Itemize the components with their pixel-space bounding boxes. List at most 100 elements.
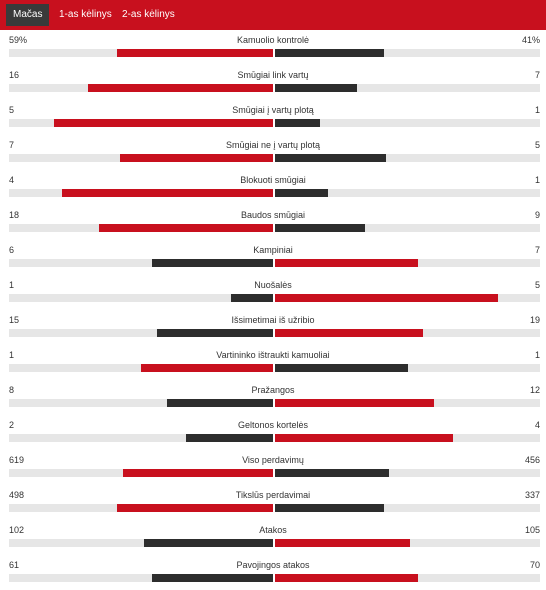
stat-label: Pražangos [251,385,295,395]
tab-second-half[interactable]: 2-as kėlinys [122,9,175,20]
away-bar [275,49,384,57]
home-bar [119,154,273,162]
home-bar-track [9,469,273,477]
away-bar [275,434,453,442]
away-bar [275,224,366,232]
stat-label: Pavojingos atakos [236,560,310,570]
home-bar [185,434,273,442]
stat-row: 6 Kampiniai 7 [0,240,546,275]
home-value: 16 [9,70,20,80]
home-value: 7 [9,140,15,150]
away-value: 7 [534,245,540,255]
home-bar-track [9,154,273,162]
away-value: 105 [524,525,540,535]
away-bar-track [275,574,540,582]
tab-first-half[interactable]: 1-as kėlinys [59,9,112,20]
away-bar [275,574,419,582]
home-value: 8 [9,385,15,395]
home-value: 15 [9,315,20,325]
away-bar [275,119,321,127]
home-bar-track [9,539,273,547]
stat-label: Išsimetimai iš užribio [231,315,315,325]
away-value: 4 [534,420,540,430]
away-bar-track [275,224,540,232]
home-bar-track [9,224,273,232]
period-tab-bar: Mačas 1-as kėlinys 2-as kėlinys [0,0,546,30]
away-value: 12 [529,385,540,395]
match-statistics: 59% Kamuolio kontrolė 41% 16 Smūgiai link va… [0,30,546,590]
home-bar [88,84,273,92]
away-bar [275,364,408,372]
home-bar [117,49,273,57]
stat-label: Viso perdavimų [242,455,304,465]
away-bar [275,399,434,407]
away-bar [275,504,384,512]
away-bar-track [275,84,540,92]
home-value: 1 [9,350,15,360]
stat-label: Smūgiai į vartų plotą [232,105,314,115]
away-bar-track [275,399,540,407]
stat-row: 15 Išsimetimai iš užribio 19 [0,310,546,345]
home-bar-track [9,329,273,337]
home-bar [141,364,273,372]
home-bar [230,294,273,302]
away-value: 9 [534,210,540,220]
away-value: 456 [524,455,540,465]
home-value: 619 [9,455,25,465]
stat-label: Baudos smūgiai [240,210,306,220]
home-value: 18 [9,210,20,220]
away-bar-track [275,504,540,512]
home-bar [151,259,273,267]
away-bar-track [275,294,540,302]
stat-row: 102 Atakos 105 [0,520,546,555]
away-value: 5 [534,140,540,150]
stat-row: 18 Baudos smūgiai 9 [0,205,546,240]
home-bar [61,189,273,197]
away-bar [275,154,387,162]
stat-label: Smūgiai ne į vartų plotą [225,140,321,150]
home-value: 102 [9,525,25,535]
home-bar [117,504,273,512]
home-bar-track [9,119,273,127]
stat-row: 498 Tikslūs perdavimai 337 [0,485,546,520]
away-bar-track [275,539,540,547]
stat-row: 1 Nuošalės 5 [0,275,546,310]
away-bar [275,469,389,477]
stat-row: 619 Viso perdavimų 456 [0,450,546,485]
away-value: 1 [534,175,540,185]
away-value: 1 [534,105,540,115]
stat-row: 2 Geltonos kortelės 4 [0,415,546,450]
home-bar-track [9,189,273,197]
home-value: 59% [9,35,28,45]
home-value: 1 [9,280,15,290]
home-value: 6 [9,245,15,255]
tab-match[interactable]: Mačas [6,4,50,26]
away-bar-track [275,329,540,337]
stat-label: Atakos [259,525,287,535]
stat-label: Kamuolio kontrolė [236,35,310,45]
away-bar-track [275,364,540,372]
away-value: 7 [534,70,540,80]
away-bar-track [275,49,540,57]
stat-row: 8 Pražangos 12 [0,380,546,415]
home-value: 5 [9,105,15,115]
away-bar-track [275,189,540,197]
home-bar-track [9,259,273,267]
home-bar-track [9,49,273,57]
stat-label: Vartininko ištraukti kamuoliai [216,350,330,360]
away-bar [275,294,498,302]
home-bar [156,329,273,337]
away-value: 5 [534,280,540,290]
stat-row: 59% Kamuolio kontrolė 41% [0,30,546,65]
stat-label: Geltonos kortelės [237,420,309,430]
home-bar [143,539,273,547]
away-bar [275,84,358,92]
away-value: 19 [529,315,540,325]
home-bar [167,399,273,407]
home-value: 2 [9,420,15,430]
home-value: 498 [9,490,25,500]
stat-row: 5 Smūgiai į vartų plotą 1 [0,100,546,135]
away-bar-track [275,469,540,477]
stat-row: 1 Vartininko ištraukti kamuoliai 1 [0,345,546,380]
away-value: 1 [534,350,540,360]
